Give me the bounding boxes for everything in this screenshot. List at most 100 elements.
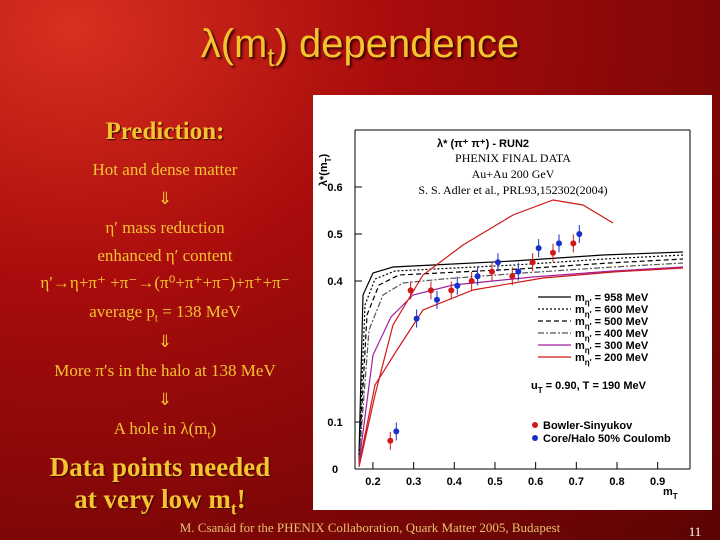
y-tick-label: 0	[332, 464, 338, 476]
data-point	[555, 240, 562, 247]
line: A hole in λ(mt)	[0, 419, 330, 441]
text-part: = 138 MeV	[157, 302, 241, 321]
text-part: m	[575, 340, 585, 352]
overlay-text: PHENIX FINAL DATA	[455, 151, 571, 165]
legend-label: mη′ = 200 MeV	[575, 352, 649, 367]
overlay-text: S. S. Adler et al., PRL93,152302(2004)	[418, 183, 607, 197]
text-part: λ(m	[200, 22, 268, 66]
y-tick-label: 0.6	[327, 182, 342, 194]
text-part: )	[210, 419, 217, 438]
model-label: Bowler-Sinyukov	[543, 420, 633, 432]
data-point	[570, 240, 577, 247]
footer: M. Csanád for the PHENIX Collaboration, …	[179, 520, 561, 535]
text-part: t	[154, 312, 158, 325]
data-point	[529, 259, 536, 266]
line: η′ mass reduction	[105, 218, 225, 237]
text-part: η′	[585, 322, 592, 331]
x-tick-label: 0.7	[569, 476, 584, 488]
text-part: = 300 MeV	[592, 340, 649, 352]
text-part: m	[663, 486, 673, 498]
heading: Prediction:	[105, 118, 225, 145]
text-part: η′	[585, 310, 592, 319]
x-tick-label: 0.3	[406, 476, 421, 488]
plot-title: λ* (π⁺ π⁺) - RUN2	[437, 138, 529, 150]
y-tick-label: 0.5	[327, 229, 342, 241]
text-part: m	[575, 316, 585, 328]
text-part: m	[575, 328, 585, 340]
text-part: t	[230, 498, 237, 519]
arrow: ⇓	[157, 189, 173, 208]
model-curves	[358, 199, 684, 468]
text-part: average p	[89, 302, 155, 321]
data-point	[515, 268, 522, 275]
data-point	[474, 273, 481, 280]
x-tick-label: 0.2	[365, 476, 380, 488]
x-tick-label: 0.9	[650, 476, 665, 488]
x-tick-label: 0.5	[487, 476, 502, 488]
conclusion: at very low mt!	[0, 484, 320, 519]
params-label: uT = 0.90, T = 190 MeV	[531, 380, 647, 395]
data-point	[488, 268, 495, 275]
line: enhanced η′ content	[97, 246, 233, 265]
legend-label: mη′ = 500 MeV	[575, 316, 649, 331]
text-part: η′	[585, 298, 592, 307]
text-part: = 400 MeV	[592, 328, 649, 340]
data-point	[413, 315, 420, 322]
x-tick-label: 0.4	[447, 476, 463, 488]
text-part: t	[207, 429, 211, 442]
text-part: ) dependence	[274, 22, 520, 66]
data-point	[468, 278, 475, 284]
data-point	[549, 249, 556, 256]
x-tick-label: 0.8	[609, 476, 624, 488]
y-axis-label: λ*(mT)	[318, 153, 333, 186]
text-part: A hole in λ(m	[113, 419, 208, 438]
line: Hot and dense matter	[92, 160, 238, 179]
data-point	[509, 273, 516, 280]
text-part: at very low m	[74, 484, 231, 514]
text-part: m	[575, 292, 585, 304]
text-part: !	[236, 484, 246, 514]
text-part: η′	[585, 346, 592, 355]
y-tick-label: 0.1	[327, 417, 342, 429]
data-point	[494, 259, 501, 266]
text-part: = 500 MeV	[592, 316, 649, 328]
overlay-text: Au+Au 200 GeV	[472, 167, 555, 181]
text-part: T	[673, 492, 678, 501]
line: average pt = 138 MeV	[0, 302, 330, 324]
text-part: m	[575, 352, 585, 364]
text-part: = 958 MeV	[592, 292, 649, 304]
data-point	[433, 296, 440, 303]
x-axis-label: mT	[663, 486, 678, 501]
data-point	[448, 287, 455, 294]
text-part: = 0.90, T = 190 MeV	[543, 380, 647, 392]
x-tick-label: 0.6	[528, 476, 543, 488]
text-part: u	[531, 380, 538, 392]
text-part: )	[318, 153, 330, 157]
data-point	[393, 428, 400, 435]
legend-label: mη′ = 400 MeV	[575, 328, 649, 343]
text-part: = 200 MeV	[592, 352, 649, 364]
data-point	[454, 282, 461, 289]
text-part: λ*(m	[318, 162, 330, 186]
legend-samples	[532, 296, 571, 441]
line: η′→η+π⁺ +π⁻→(π⁰+π⁺+π⁻)+π⁺+π⁻	[40, 273, 290, 292]
model-label: Core/Halo 50% Coulomb	[543, 433, 671, 445]
text-part: T	[324, 157, 333, 162]
legend-label: mη′ = 600 MeV	[575, 304, 649, 319]
line: More π′s in the halo at 138 MeV	[54, 361, 276, 380]
data-point	[576, 231, 583, 237]
legend-label: mη′ = 958 MeV	[575, 292, 649, 307]
text-part: η′	[585, 334, 592, 343]
data-point	[387, 437, 394, 444]
slide-title: λ(mt) dependence	[0, 22, 720, 73]
text-part: η′	[585, 358, 592, 367]
data-point	[407, 287, 414, 294]
text-part: m	[575, 304, 585, 316]
conclusion: Data points needed	[49, 452, 271, 482]
text-part: T	[538, 386, 543, 395]
legend-label: mη′ = 300 MeV	[575, 340, 649, 355]
data-point	[427, 287, 434, 294]
y-tick-label: 0.4	[327, 276, 343, 288]
